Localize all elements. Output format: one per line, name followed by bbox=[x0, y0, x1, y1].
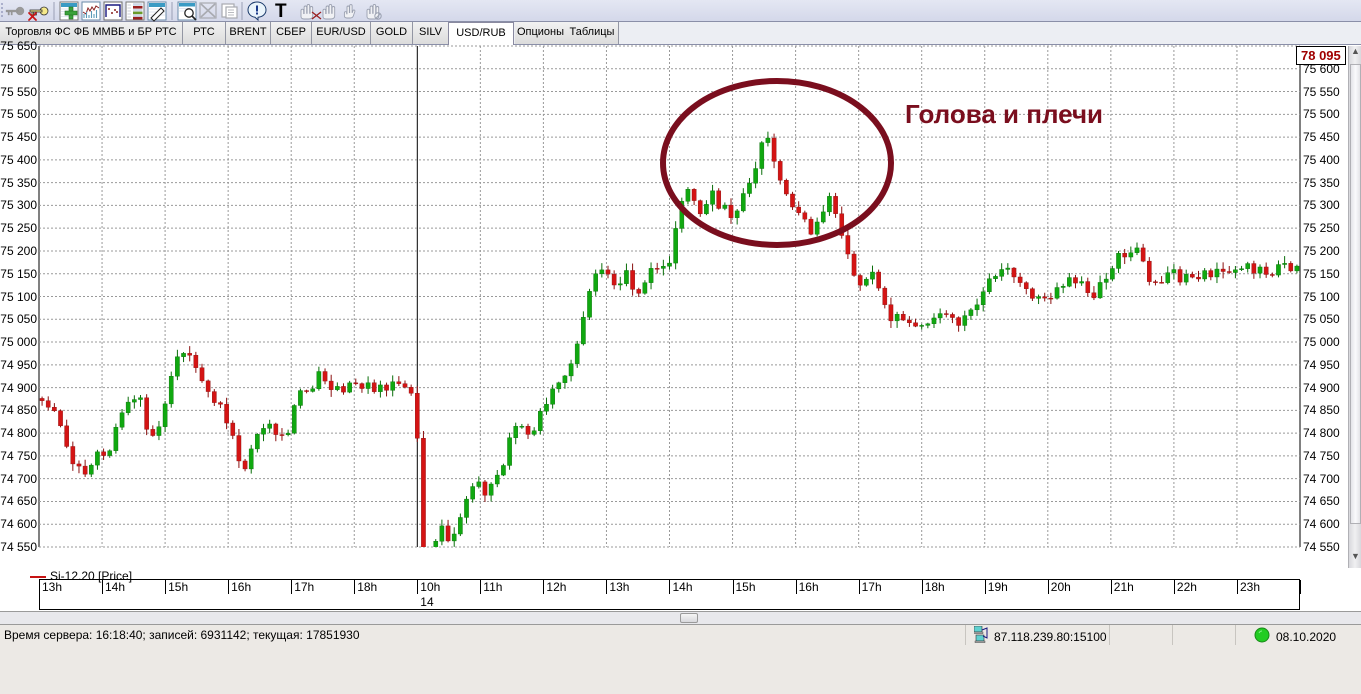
svg-text:Голова и плечи: Голова и плечи bbox=[905, 99, 1103, 129]
svg-text:T: T bbox=[275, 1, 287, 22]
